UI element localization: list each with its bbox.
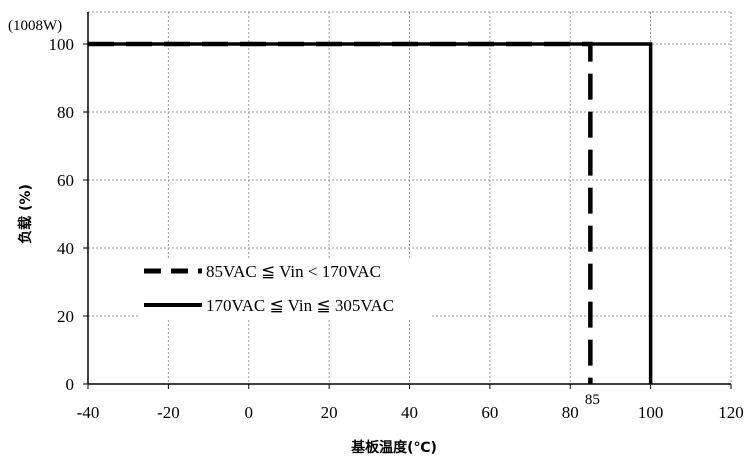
tick-labels: -40 -20 0 20 40 60 80 100 120 0 20 40 60 80 100 <box>49 35 744 422</box>
x-tick-label: -40 <box>77 403 100 422</box>
annotation-85: 85 <box>585 392 600 408</box>
x-tick-label: -20 <box>157 403 180 422</box>
series-lines <box>88 41 653 384</box>
legend-background <box>138 258 430 320</box>
x-tick-label: 120 <box>718 403 744 422</box>
x-tick-label: 40 <box>401 403 418 422</box>
y-tick-label: 0 <box>66 375 75 394</box>
axes <box>83 12 732 389</box>
y-tick-label: 60 <box>57 171 74 190</box>
y-tick-label: 40 <box>57 239 74 258</box>
legend: 85VAC ≦ Vin < 170VAC 170VAC ≦ Vin ≦ 305V… <box>138 258 430 320</box>
x-axis-label: 基板温度(℃) <box>351 439 437 456</box>
y-tick-label: 80 <box>57 103 74 122</box>
legend-label-dashed: 85VAC ≦ Vin < 170VAC <box>206 262 381 281</box>
x-tick-label: 20 <box>321 403 338 422</box>
series-line-dashed <box>88 41 593 384</box>
series-line-solid <box>88 42 653 384</box>
x-tick-label: 100 <box>638 403 664 422</box>
y-tick-label: 100 <box>49 35 75 54</box>
y-tick-label: 20 <box>57 307 74 326</box>
grid-lines <box>88 11 732 384</box>
x-tick-label: 0 <box>245 403 254 422</box>
x-tick-label: 60 <box>481 403 498 422</box>
legend-label-solid: 170VAC ≦ Vin ≦ 305VAC <box>206 296 394 315</box>
y-axis-label: 负载 (%) <box>17 184 34 244</box>
x-tick-label: 80 <box>562 403 579 422</box>
y-unit-label: (1008W) <box>8 18 62 34</box>
